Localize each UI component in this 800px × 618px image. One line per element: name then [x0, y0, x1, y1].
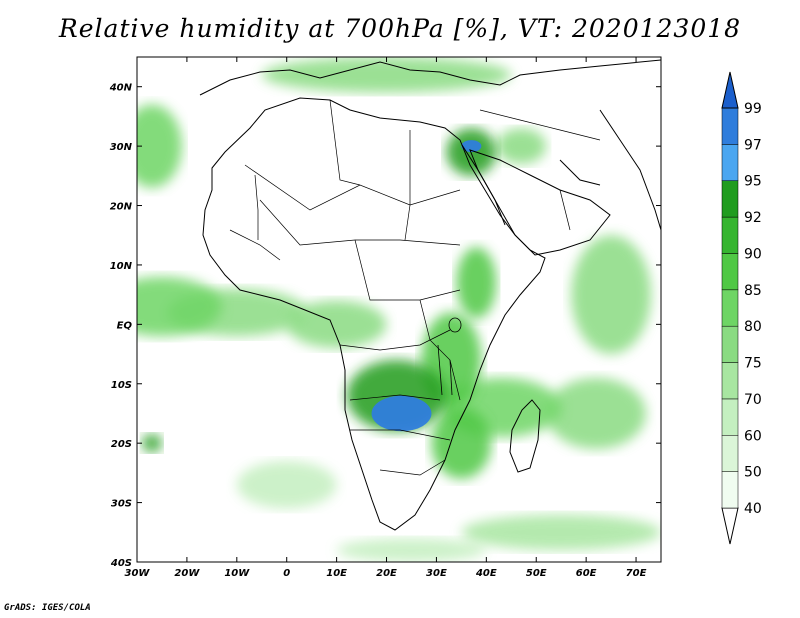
x-tick-label: 30E: [426, 568, 447, 579]
colorbar-segment: [721, 253, 739, 291]
y-tick-label: 10N: [110, 261, 133, 272]
x-tick-label: 30W: [125, 568, 151, 579]
x-tick-label: 20W: [174, 568, 200, 579]
humidity-region-4: [286, 300, 387, 349]
colorbar-label: 70: [744, 392, 762, 408]
x-tick-label: 50E: [526, 568, 547, 579]
colorbar-label: 99: [744, 101, 762, 117]
credit-text: GrADS: IGES/COLA: [4, 603, 91, 613]
humidity-region-17: [141, 434, 162, 453]
colorbar-label: 85: [744, 283, 762, 299]
humidity-region-6: [546, 377, 647, 450]
humidity-region-18: [371, 395, 432, 432]
x-tick-label: 10E: [326, 568, 347, 579]
colorbar-label: 60: [744, 428, 762, 444]
colorbar: 40 50 60 70 75 80 85 90 92 95 97 99: [721, 71, 762, 545]
colorbar-label: 90: [744, 246, 762, 262]
colorbar-segment: [721, 471, 739, 509]
x-tick-label: 40E: [475, 568, 497, 579]
y-tick-label: 30N: [110, 142, 133, 153]
india-coastline: [599, 109, 661, 231]
x-axis: 30W 20W 10W 0 10E 20E 30E 40E 50E 60E 70E: [125, 57, 647, 579]
x-tick-label: 20E: [376, 568, 397, 579]
colorbar-label: 92: [744, 210, 762, 226]
country-borders: [229, 99, 601, 476]
europe-coastline: [199, 59, 661, 96]
lakes: [437, 317, 462, 396]
colorbar-label: 75: [744, 356, 762, 372]
humidity-region-9: [137, 276, 222, 337]
x-tick-label: 0: [283, 568, 290, 579]
x-tick-label: 70E: [626, 568, 647, 579]
y-tick-label: 30S: [111, 499, 132, 510]
colorbar-max-triangle: [721, 71, 739, 109]
persian-gulf: [559, 159, 601, 186]
plot-frame: [136, 56, 662, 563]
colorbar-label: 40: [744, 501, 762, 517]
humidity-region-1: [336, 538, 487, 562]
y-axis: 40N 30N 20N 10N EQ 10S 20S 30S 40S: [109, 83, 661, 569]
colorbar-segment: [721, 289, 739, 327]
y-tick-label: 10S: [111, 380, 132, 391]
map-title: Relative humidity at 700hPa [%], VT: 202…: [58, 14, 742, 43]
humidity-region-7: [496, 128, 547, 164]
humidity-region-14: [456, 247, 497, 319]
y-tick-label: 40S: [110, 558, 132, 569]
humidity-region-8: [261, 57, 512, 93]
red-sea: [461, 144, 506, 226]
humidity-region-19: [461, 140, 482, 153]
humidity-region-11: [137, 104, 182, 188]
colorbar-segment: [721, 362, 739, 400]
colorbar-segment: [721, 435, 739, 472]
y-tick-label: 40N: [109, 83, 133, 94]
humidity-region-13: [431, 407, 492, 479]
humidity-region-0: [236, 461, 337, 509]
colorbar-segment: [721, 144, 739, 181]
colorbar-min-triangle: [721, 507, 739, 545]
y-tick-label: EQ: [117, 320, 133, 331]
humidity-region-5: [571, 235, 652, 355]
humidity-field: [137, 57, 661, 562]
colorbar-label: 97: [744, 137, 762, 153]
colorbar-segment: [721, 107, 739, 145]
y-tick-label: 20N: [110, 202, 133, 213]
colorbar-label: 50: [744, 465, 762, 481]
colorbar-segment: [721, 216, 739, 254]
colorbar-label: 80: [744, 319, 762, 335]
x-tick-label: 60E: [576, 568, 597, 579]
madagascar-coastline: [509, 399, 541, 473]
africa-coastline: [202, 97, 546, 531]
colorbar-segment: [721, 325, 739, 363]
colorbar-segment: [721, 180, 739, 218]
y-tick-label: 20S: [111, 439, 132, 450]
humidity-region-2: [461, 514, 661, 551]
colorbar-segment: [721, 398, 739, 436]
colorbar-label: 95: [744, 174, 762, 190]
coastlines: [199, 59, 661, 531]
x-tick-label: 10W: [224, 568, 250, 579]
